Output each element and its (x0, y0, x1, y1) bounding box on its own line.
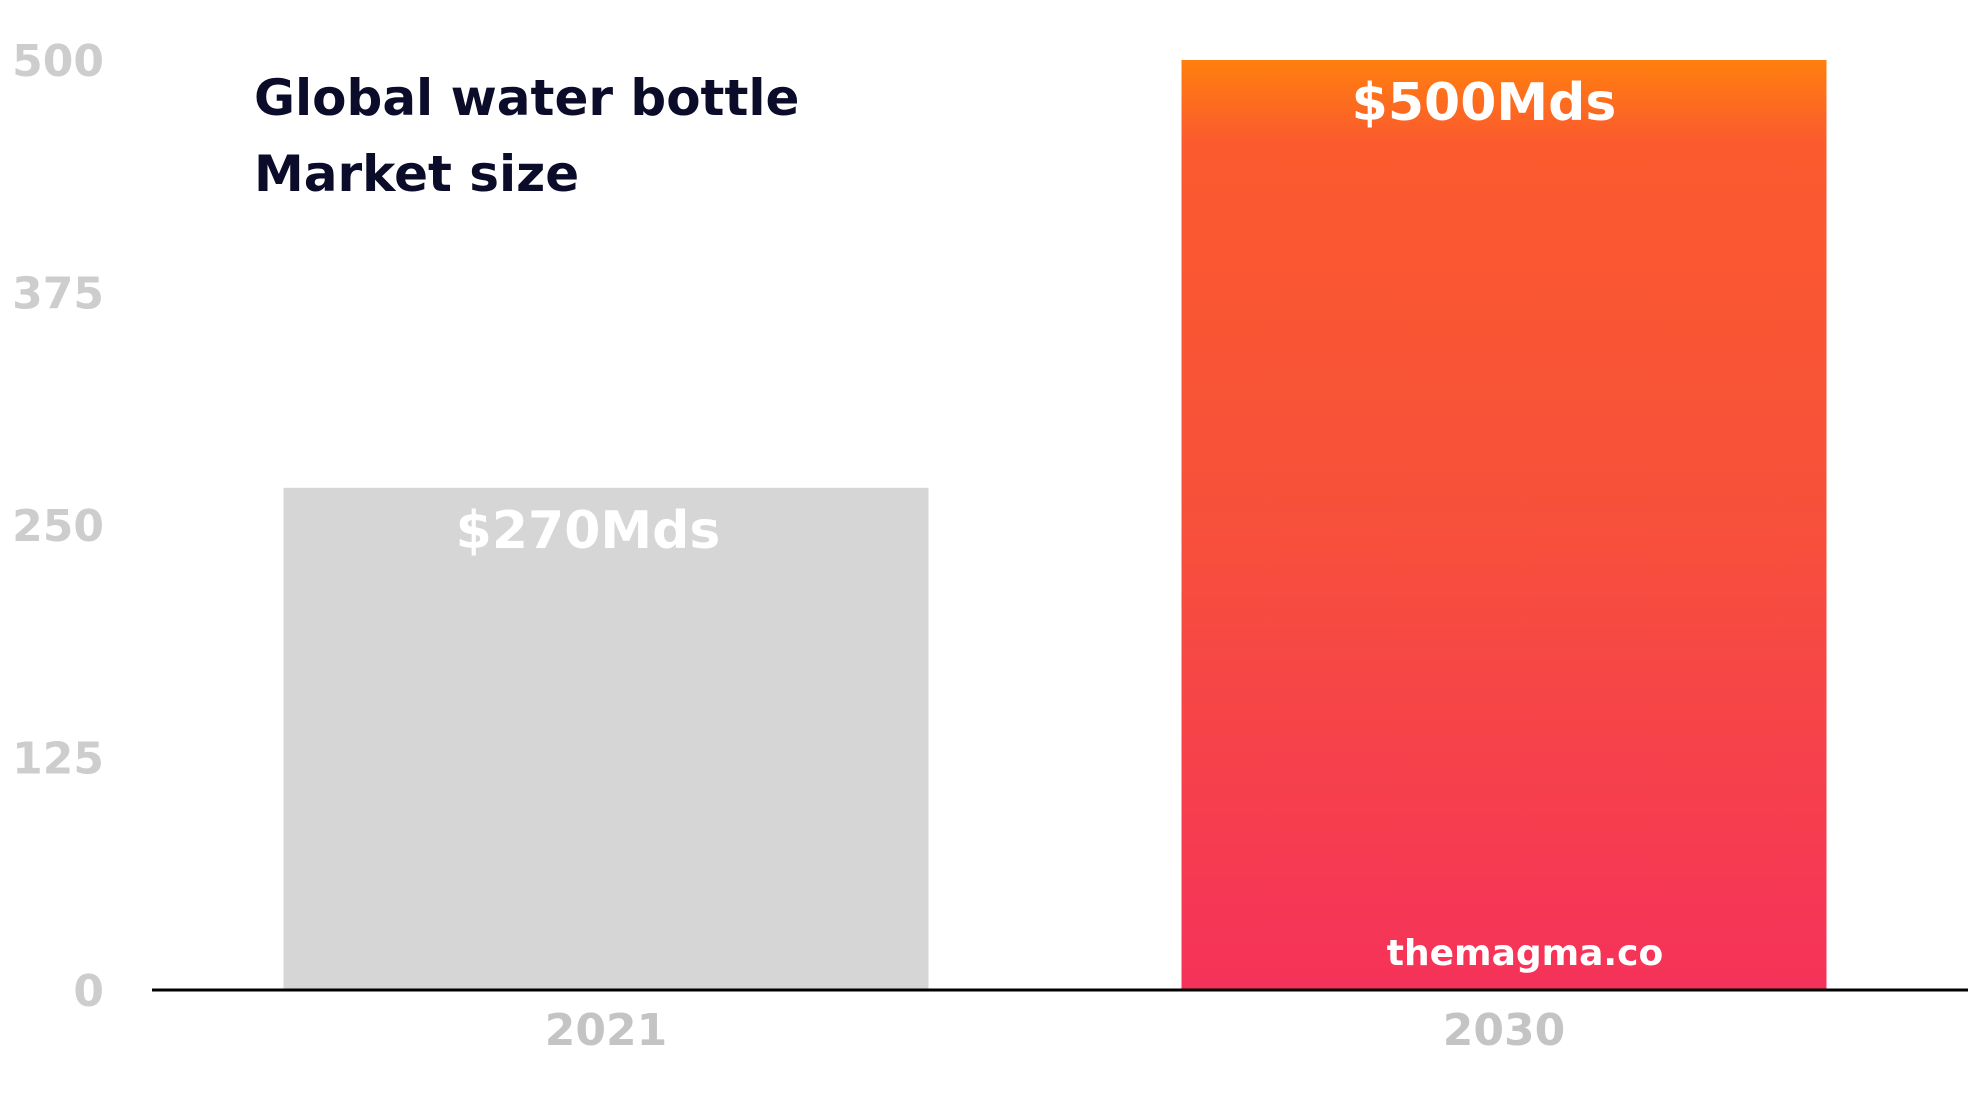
x-axis-category-labels: 2021 2030 (545, 1005, 1565, 1056)
y-tick-label-0: 0 (73, 966, 104, 1017)
watermark-text: themagma.co (1387, 933, 1663, 974)
x-category-label-2021: 2021 (545, 1005, 667, 1056)
bar-2021 (283, 487, 929, 990)
bars-group (283, 60, 1827, 990)
chart-title-line-2: Market size (254, 145, 579, 203)
y-tick-label-125: 125 (12, 734, 104, 785)
x-category-label-2030: 2030 (1443, 1005, 1565, 1056)
y-tick-label-500: 500 (12, 36, 104, 87)
data-label-2021: $270Mds (456, 501, 721, 561)
y-tick-label-250: 250 (12, 501, 104, 552)
bar-2030 (1181, 60, 1827, 990)
y-axis-tick-labels: 0 125 250 375 500 (12, 36, 104, 1017)
y-tick-label-375: 375 (12, 269, 104, 320)
data-label-2030: $500Mds (1352, 73, 1617, 133)
data-labels-group: $270Mds $500Mds (456, 73, 1617, 561)
chart-title-line-1: Global water bottle (254, 69, 799, 127)
